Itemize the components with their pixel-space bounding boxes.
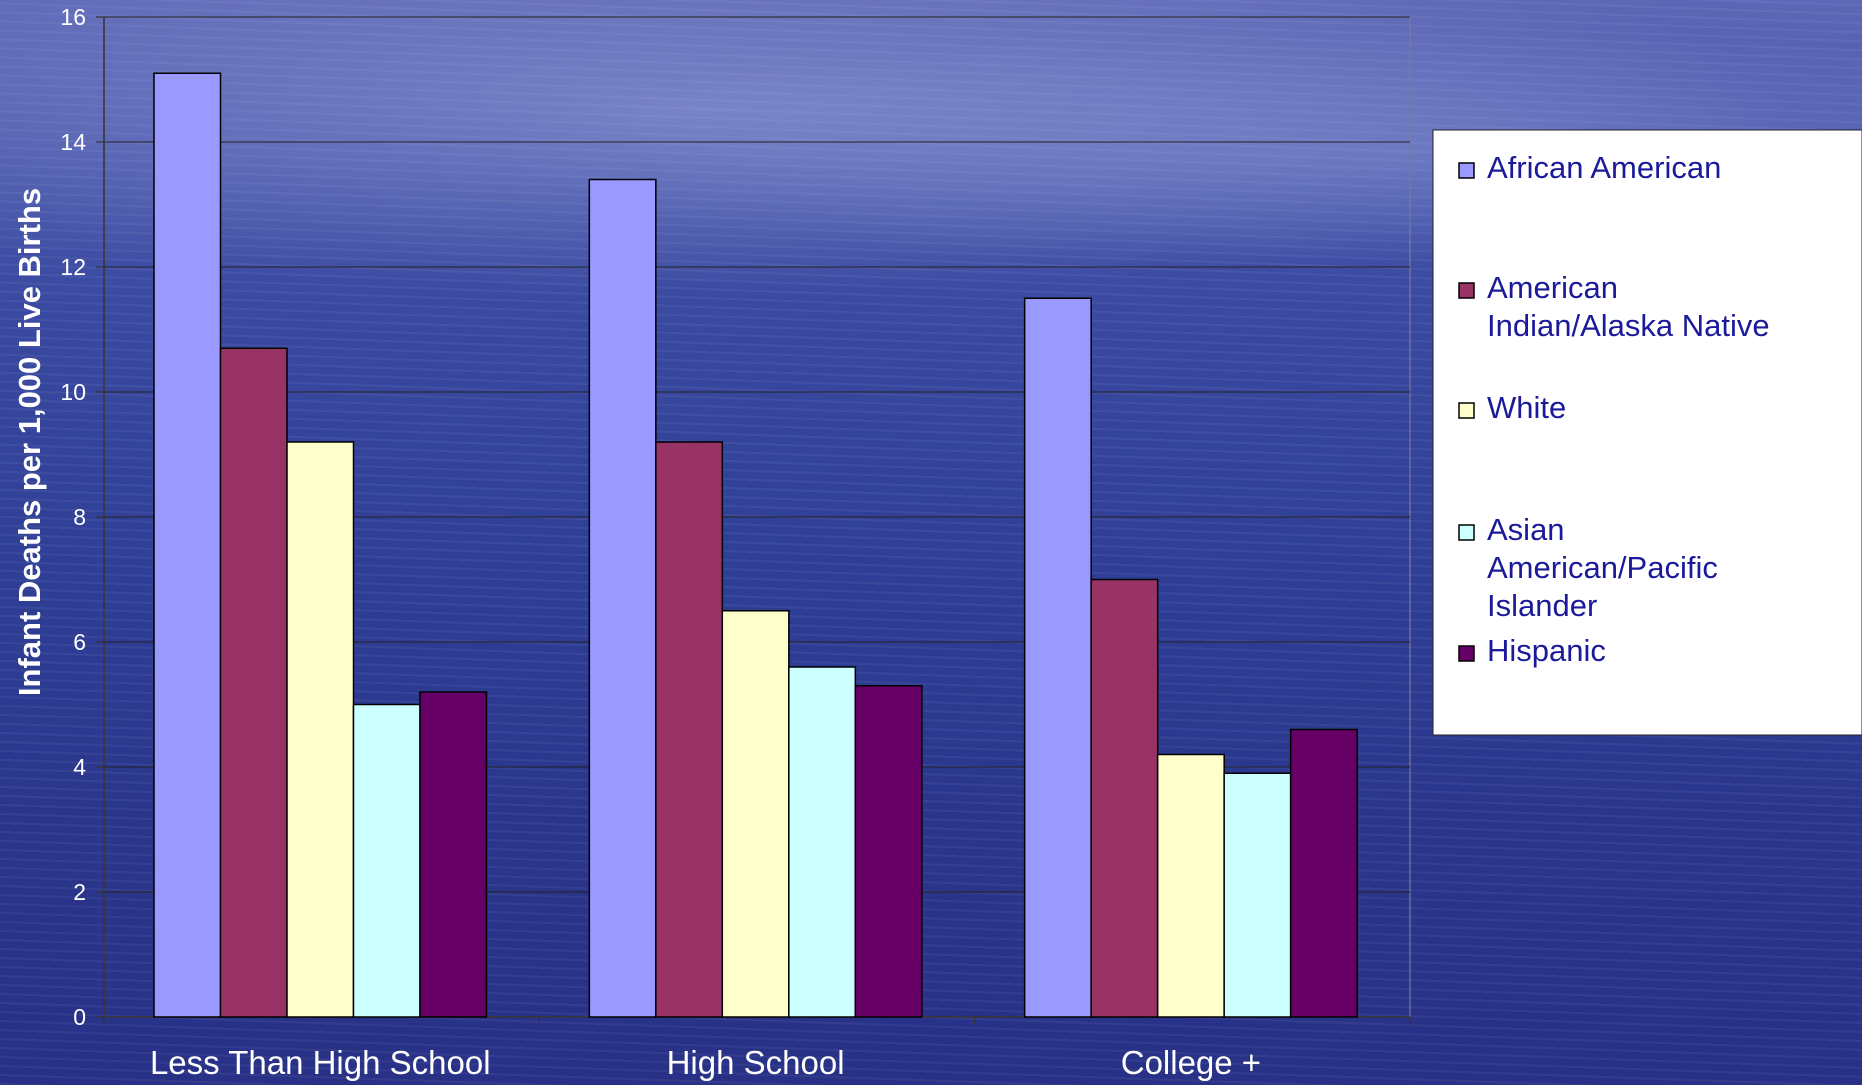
- y-tick-label: 14: [60, 129, 86, 155]
- x-axis-labels: Less Than High School High School College …: [103, 1017, 1411, 1081]
- y-tick-label: 6: [73, 629, 86, 655]
- legend-entry: American Indian/Alaska Native: [1487, 270, 1770, 343]
- legend-entry: Hispanic: [1487, 633, 1606, 668]
- y-axis-label: Infant Deaths per 1,000 Live Births: [12, 188, 47, 696]
- y-tick-label: 16: [60, 4, 86, 30]
- y-tick-label: 10: [60, 379, 86, 405]
- bar: [153, 72, 222, 1018]
- bar: [286, 441, 355, 1018]
- x-tick-label: College +: [1121, 1044, 1261, 1081]
- bar: [854, 685, 923, 1018]
- x-tick-label: Less Than High School: [150, 1044, 491, 1081]
- bar: [219, 347, 288, 1018]
- bar: [721, 610, 790, 1018]
- y-tick-label: 4: [73, 754, 86, 780]
- y-tick-label: 8: [73, 504, 86, 530]
- bar: [1289, 728, 1358, 1018]
- legend-swatch: [1458, 645, 1475, 662]
- y-tick-label: 0: [73, 1004, 86, 1030]
- bars: [153, 72, 1358, 1018]
- bar: [588, 178, 657, 1018]
- legend-entry: Asian American/Pacific Islander: [1487, 512, 1718, 623]
- legend-swatch: [1458, 162, 1475, 179]
- bar: [419, 691, 488, 1018]
- legend-swatch: [1458, 402, 1475, 419]
- y-tick-label: 12: [60, 254, 86, 280]
- legend: African American American Indian/Alaska Na…: [1432, 129, 1862, 736]
- bar: [1023, 297, 1092, 1018]
- legend-entry: White: [1487, 390, 1566, 425]
- y-axis-ticks: 0 2 4 6 8 10 12 14 16: [60, 4, 104, 1030]
- legend-entry: African American: [1487, 150, 1721, 185]
- legend-box: [1432, 129, 1862, 736]
- legend-swatch: [1458, 524, 1475, 541]
- bar: [1090, 578, 1159, 1018]
- bar: [1223, 772, 1292, 1018]
- bar: [352, 703, 421, 1018]
- x-tick-label: High School: [667, 1044, 845, 1081]
- bar: [1156, 753, 1225, 1018]
- bar: [788, 666, 857, 1018]
- y-tick-label: 2: [73, 879, 86, 905]
- legend-swatch: [1458, 282, 1475, 299]
- bar: [655, 441, 724, 1018]
